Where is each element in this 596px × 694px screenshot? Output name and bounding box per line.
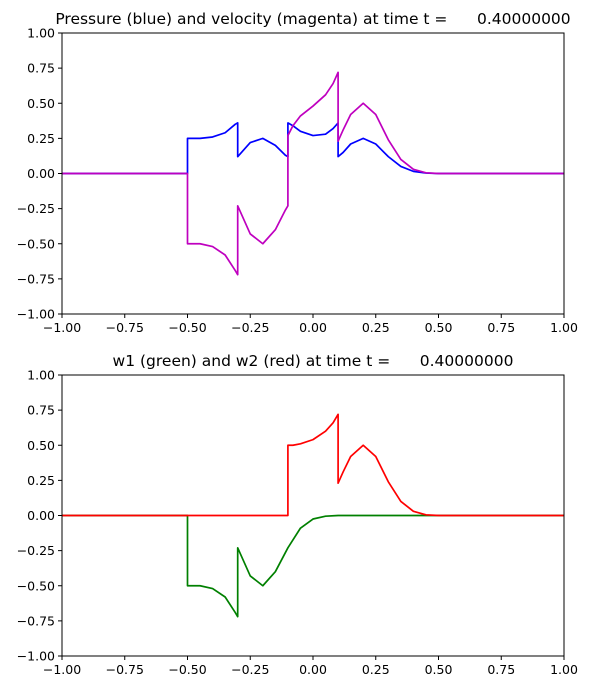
y-tick-label: 0.00 xyxy=(27,508,55,523)
y-tick-label: 1.00 xyxy=(27,368,55,383)
y-tick-label: 0.50 xyxy=(27,438,55,453)
x-tick-label: −0.50 xyxy=(168,320,206,335)
x-tick-label: 0.00 xyxy=(299,662,327,677)
x-tick-label: 0.50 xyxy=(425,662,453,677)
x-tick-label: 0.50 xyxy=(425,320,453,335)
y-tick-label: −0.50 xyxy=(17,236,55,251)
series-line-1 xyxy=(62,514,564,618)
series-line-1 xyxy=(62,122,564,175)
x-tick-label: −0.25 xyxy=(231,320,269,335)
y-tick-label: 1.00 xyxy=(27,26,55,41)
x-tick-label: 0.75 xyxy=(487,320,515,335)
y-tick-label: 0.00 xyxy=(27,166,55,181)
x-tick-label: −0.75 xyxy=(106,320,144,335)
w1-w2-panel: w1 (green) and w2 (red) at time t = 0.40… xyxy=(17,352,578,677)
x-tick-label: −0.75 xyxy=(106,662,144,677)
y-tick-label: 0.25 xyxy=(27,131,55,146)
x-tick-label: 1.00 xyxy=(550,320,578,335)
x-tick-label: 0.00 xyxy=(299,320,327,335)
y-tick-label: 0.50 xyxy=(27,96,55,111)
x-tick-label: 1.00 xyxy=(550,662,578,677)
y-tick-label: −0.25 xyxy=(17,201,55,216)
x-tick-label: 0.25 xyxy=(362,662,390,677)
x-tick-label: −0.50 xyxy=(168,662,206,677)
y-tick-label: −1.00 xyxy=(17,649,55,664)
y-tick-label: −1.00 xyxy=(17,307,55,322)
x-tick-label: −0.25 xyxy=(231,662,269,677)
y-tick-label: 0.75 xyxy=(27,403,55,418)
chart-title: w1 (green) and w2 (red) at time t = 0.40… xyxy=(113,352,514,370)
y-tick-label: −0.75 xyxy=(17,271,55,286)
y-tick-label: −0.75 xyxy=(17,613,55,628)
x-tick-label: −1.00 xyxy=(43,320,81,335)
x-tick-label: 0.75 xyxy=(487,662,515,677)
y-tick-label: −0.25 xyxy=(17,543,55,558)
series-line-2 xyxy=(62,413,564,517)
pressure-velocity-panel: Pressure (blue) and velocity (magenta) a… xyxy=(17,10,578,335)
chart-title: Pressure (blue) and velocity (magenta) a… xyxy=(55,10,570,28)
y-tick-label: 0.75 xyxy=(27,61,55,76)
x-tick-label: −1.00 xyxy=(43,662,81,677)
x-tick-label: 0.25 xyxy=(362,320,390,335)
y-tick-label: −0.50 xyxy=(17,578,55,593)
series-line-2 xyxy=(62,71,564,276)
y-tick-label: 0.25 xyxy=(27,473,55,488)
